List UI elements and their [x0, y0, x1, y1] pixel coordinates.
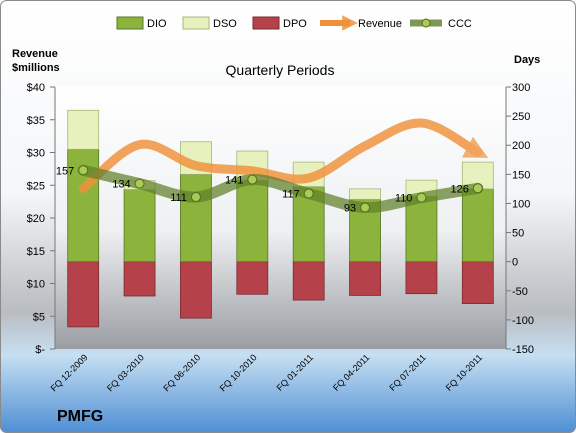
- ccc-data-label: 157: [56, 165, 74, 177]
- ccc-marker: [472, 183, 483, 194]
- right-tick-label: 200: [512, 140, 530, 152]
- bar-dpo: [67, 261, 100, 328]
- right-tick-label: 250: [512, 111, 530, 123]
- left-tick-label: $10: [27, 279, 45, 291]
- brand-label: PMFG: [57, 408, 103, 425]
- right-tick-label: 150: [512, 169, 530, 181]
- ccc-marker: [78, 165, 89, 176]
- bar-dio: [236, 179, 269, 263]
- ccc-marker: [134, 178, 145, 189]
- left-tick-label: $20: [27, 213, 45, 225]
- ccc-data-label: 117: [282, 189, 300, 201]
- left-axis-label-line2: $millions: [12, 62, 60, 74]
- right-tick-label: -150: [512, 344, 534, 356]
- left-tick-label: $15: [27, 246, 45, 258]
- left-axis-ticks: $- $5 $10 $15 $20 $25 $30 $35 $40: [27, 82, 56, 356]
- ccc-data-label: 126: [450, 183, 468, 195]
- ccc-marker: [190, 192, 201, 203]
- ccc-data-label: 110: [395, 193, 413, 205]
- bar-dso: [67, 109, 100, 150]
- left-tick-label: $35: [27, 115, 45, 127]
- bar-dpo: [405, 261, 438, 295]
- ccc-marker: [303, 188, 314, 199]
- left-tick-label: $25: [27, 180, 45, 192]
- ccc-data-label: 134: [112, 179, 130, 191]
- bar-dso: [349, 188, 381, 200]
- bar-dio: [461, 188, 494, 263]
- left-tick-label: $40: [27, 82, 45, 94]
- right-tick-label: 50: [512, 228, 524, 240]
- ccc-marker: [247, 174, 258, 185]
- bar-dio: [123, 189, 156, 263]
- right-axis-ticks: -150 -100 -50 0 50 100 150 200 250 300: [505, 82, 534, 356]
- right-tick-label: 100: [512, 198, 530, 210]
- bar-dpo: [180, 261, 212, 319]
- ccc-marker: [360, 202, 371, 213]
- legend-label-dso: DSO: [213, 18, 237, 30]
- ccc-data-label: 111: [170, 192, 187, 204]
- bar-dio: [180, 173, 212, 263]
- chart-title: Quarterly Periods: [226, 62, 335, 78]
- bar-dpo: [236, 261, 269, 295]
- ccc-marker: [416, 192, 427, 203]
- ccc-data-label: 93: [344, 203, 356, 215]
- legend: DIO DSO DPO Revenue CCC: [116, 15, 472, 31]
- right-tick-label: -50: [512, 286, 528, 298]
- right-axis-label: Days: [514, 54, 540, 66]
- legend-label-dio: DIO: [147, 18, 167, 30]
- ccc-series: 157 134 111 141 117 93 110 126: [56, 164, 484, 215]
- right-tick-label: 0: [512, 257, 518, 269]
- bar-dpo: [123, 261, 156, 297]
- legend-swatch-dpo: [252, 16, 280, 30]
- bar-dpo: [349, 261, 381, 296]
- right-tick-label: 300: [512, 82, 530, 94]
- left-tick-label: $5: [33, 311, 45, 323]
- legend-swatch-dso: [182, 16, 210, 30]
- left-tick-label: $30: [27, 148, 45, 160]
- left-axis-label-line1: Revenue: [12, 48, 58, 60]
- bar-dpo: [461, 261, 494, 304]
- right-tick-label: -100: [512, 315, 534, 327]
- bar-dio: [405, 196, 438, 263]
- legend-marker-ccc: [421, 18, 431, 28]
- legend-swatch-dio: [116, 16, 144, 30]
- bar-dpo: [292, 261, 325, 301]
- revenue-line: [78, 118, 489, 194]
- left-tick-label: $-: [35, 344, 45, 356]
- legend-label-ccc: CCC: [448, 18, 472, 30]
- revenue-series: [78, 118, 489, 194]
- ccc-data-label: 141: [225, 175, 243, 187]
- legend-label-dpo: DPO: [283, 18, 307, 30]
- legend-label-revenue: Revenue: [358, 18, 402, 30]
